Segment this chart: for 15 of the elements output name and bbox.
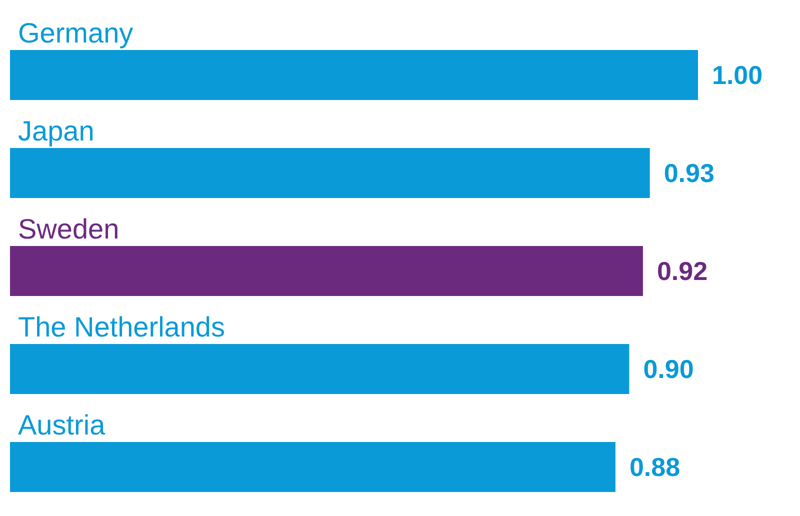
y-tick-label: Austria	[18, 410, 106, 440]
y-tick-label: Germany	[18, 18, 134, 48]
data-label: 0.93	[664, 158, 714, 188]
y-tick-label: Sweden	[18, 214, 120, 244]
y-tick-label: The Netherlands	[18, 312, 226, 342]
bar	[10, 148, 650, 198]
data-label: 1.00	[712, 60, 763, 90]
bar	[10, 50, 698, 100]
bar	[10, 246, 643, 296]
y-tick-label: Japan	[18, 116, 94, 146]
data-label: 0.90	[643, 354, 694, 384]
data-label: 0.92	[656, 256, 708, 286]
bar	[10, 344, 630, 394]
bar	[10, 442, 616, 492]
data-label: 0.88	[629, 452, 680, 482]
